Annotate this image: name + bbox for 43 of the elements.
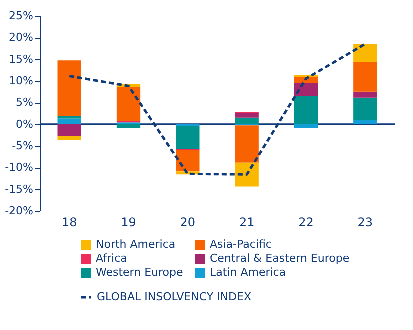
y-tick-label: -5% bbox=[12, 140, 34, 152]
bar bbox=[58, 136, 82, 140]
legend-label: GLOBAL INSOLVENCY INDEX bbox=[97, 290, 252, 304]
legend-label: Central & Eastern Europe bbox=[210, 252, 350, 265]
bar bbox=[354, 92, 378, 98]
x-tick-label: 22 bbox=[298, 216, 314, 230]
bar bbox=[354, 98, 378, 120]
bar bbox=[235, 162, 259, 187]
bar bbox=[235, 114, 259, 118]
legend-label: Western Europe bbox=[96, 266, 184, 279]
x-tick-label: 20 bbox=[180, 216, 196, 230]
y-tick-label: 20% bbox=[9, 31, 34, 44]
y-tick-label: 25% bbox=[9, 10, 34, 22]
y-tick-label: -15% bbox=[5, 182, 34, 196]
bar bbox=[58, 60, 82, 116]
bar bbox=[354, 120, 378, 124]
legend-label: Asia-Pacific bbox=[210, 238, 272, 251]
bar bbox=[176, 150, 200, 172]
x-tick-label: 18 bbox=[62, 216, 78, 230]
bar bbox=[354, 44, 378, 62]
legend-label: Latin America bbox=[210, 266, 286, 279]
y-tick-label: 15% bbox=[9, 52, 34, 66]
legend-label: North America bbox=[96, 238, 176, 251]
bar bbox=[294, 77, 318, 84]
bar bbox=[176, 126, 200, 150]
x-tick-label: 19 bbox=[121, 216, 136, 230]
bar bbox=[235, 118, 259, 124]
y-tick-label: 0% bbox=[16, 118, 34, 131]
bar bbox=[294, 96, 318, 124]
bar bbox=[294, 83, 318, 96]
y-tick-label: -20% bbox=[5, 204, 34, 218]
bar bbox=[235, 126, 259, 163]
bar bbox=[58, 116, 82, 119]
x-tick-label: 21 bbox=[239, 216, 255, 230]
y-tick-label: 10% bbox=[9, 74, 34, 88]
y-tick-label: -10% bbox=[5, 161, 34, 174]
bar bbox=[116, 88, 141, 122]
bar bbox=[58, 124, 82, 136]
x-tick-label: 23 bbox=[358, 216, 374, 230]
bar bbox=[58, 118, 82, 124]
y-tick-label: 5% bbox=[16, 96, 34, 110]
bar bbox=[354, 62, 378, 92]
legend-label: Africa bbox=[96, 252, 128, 265]
